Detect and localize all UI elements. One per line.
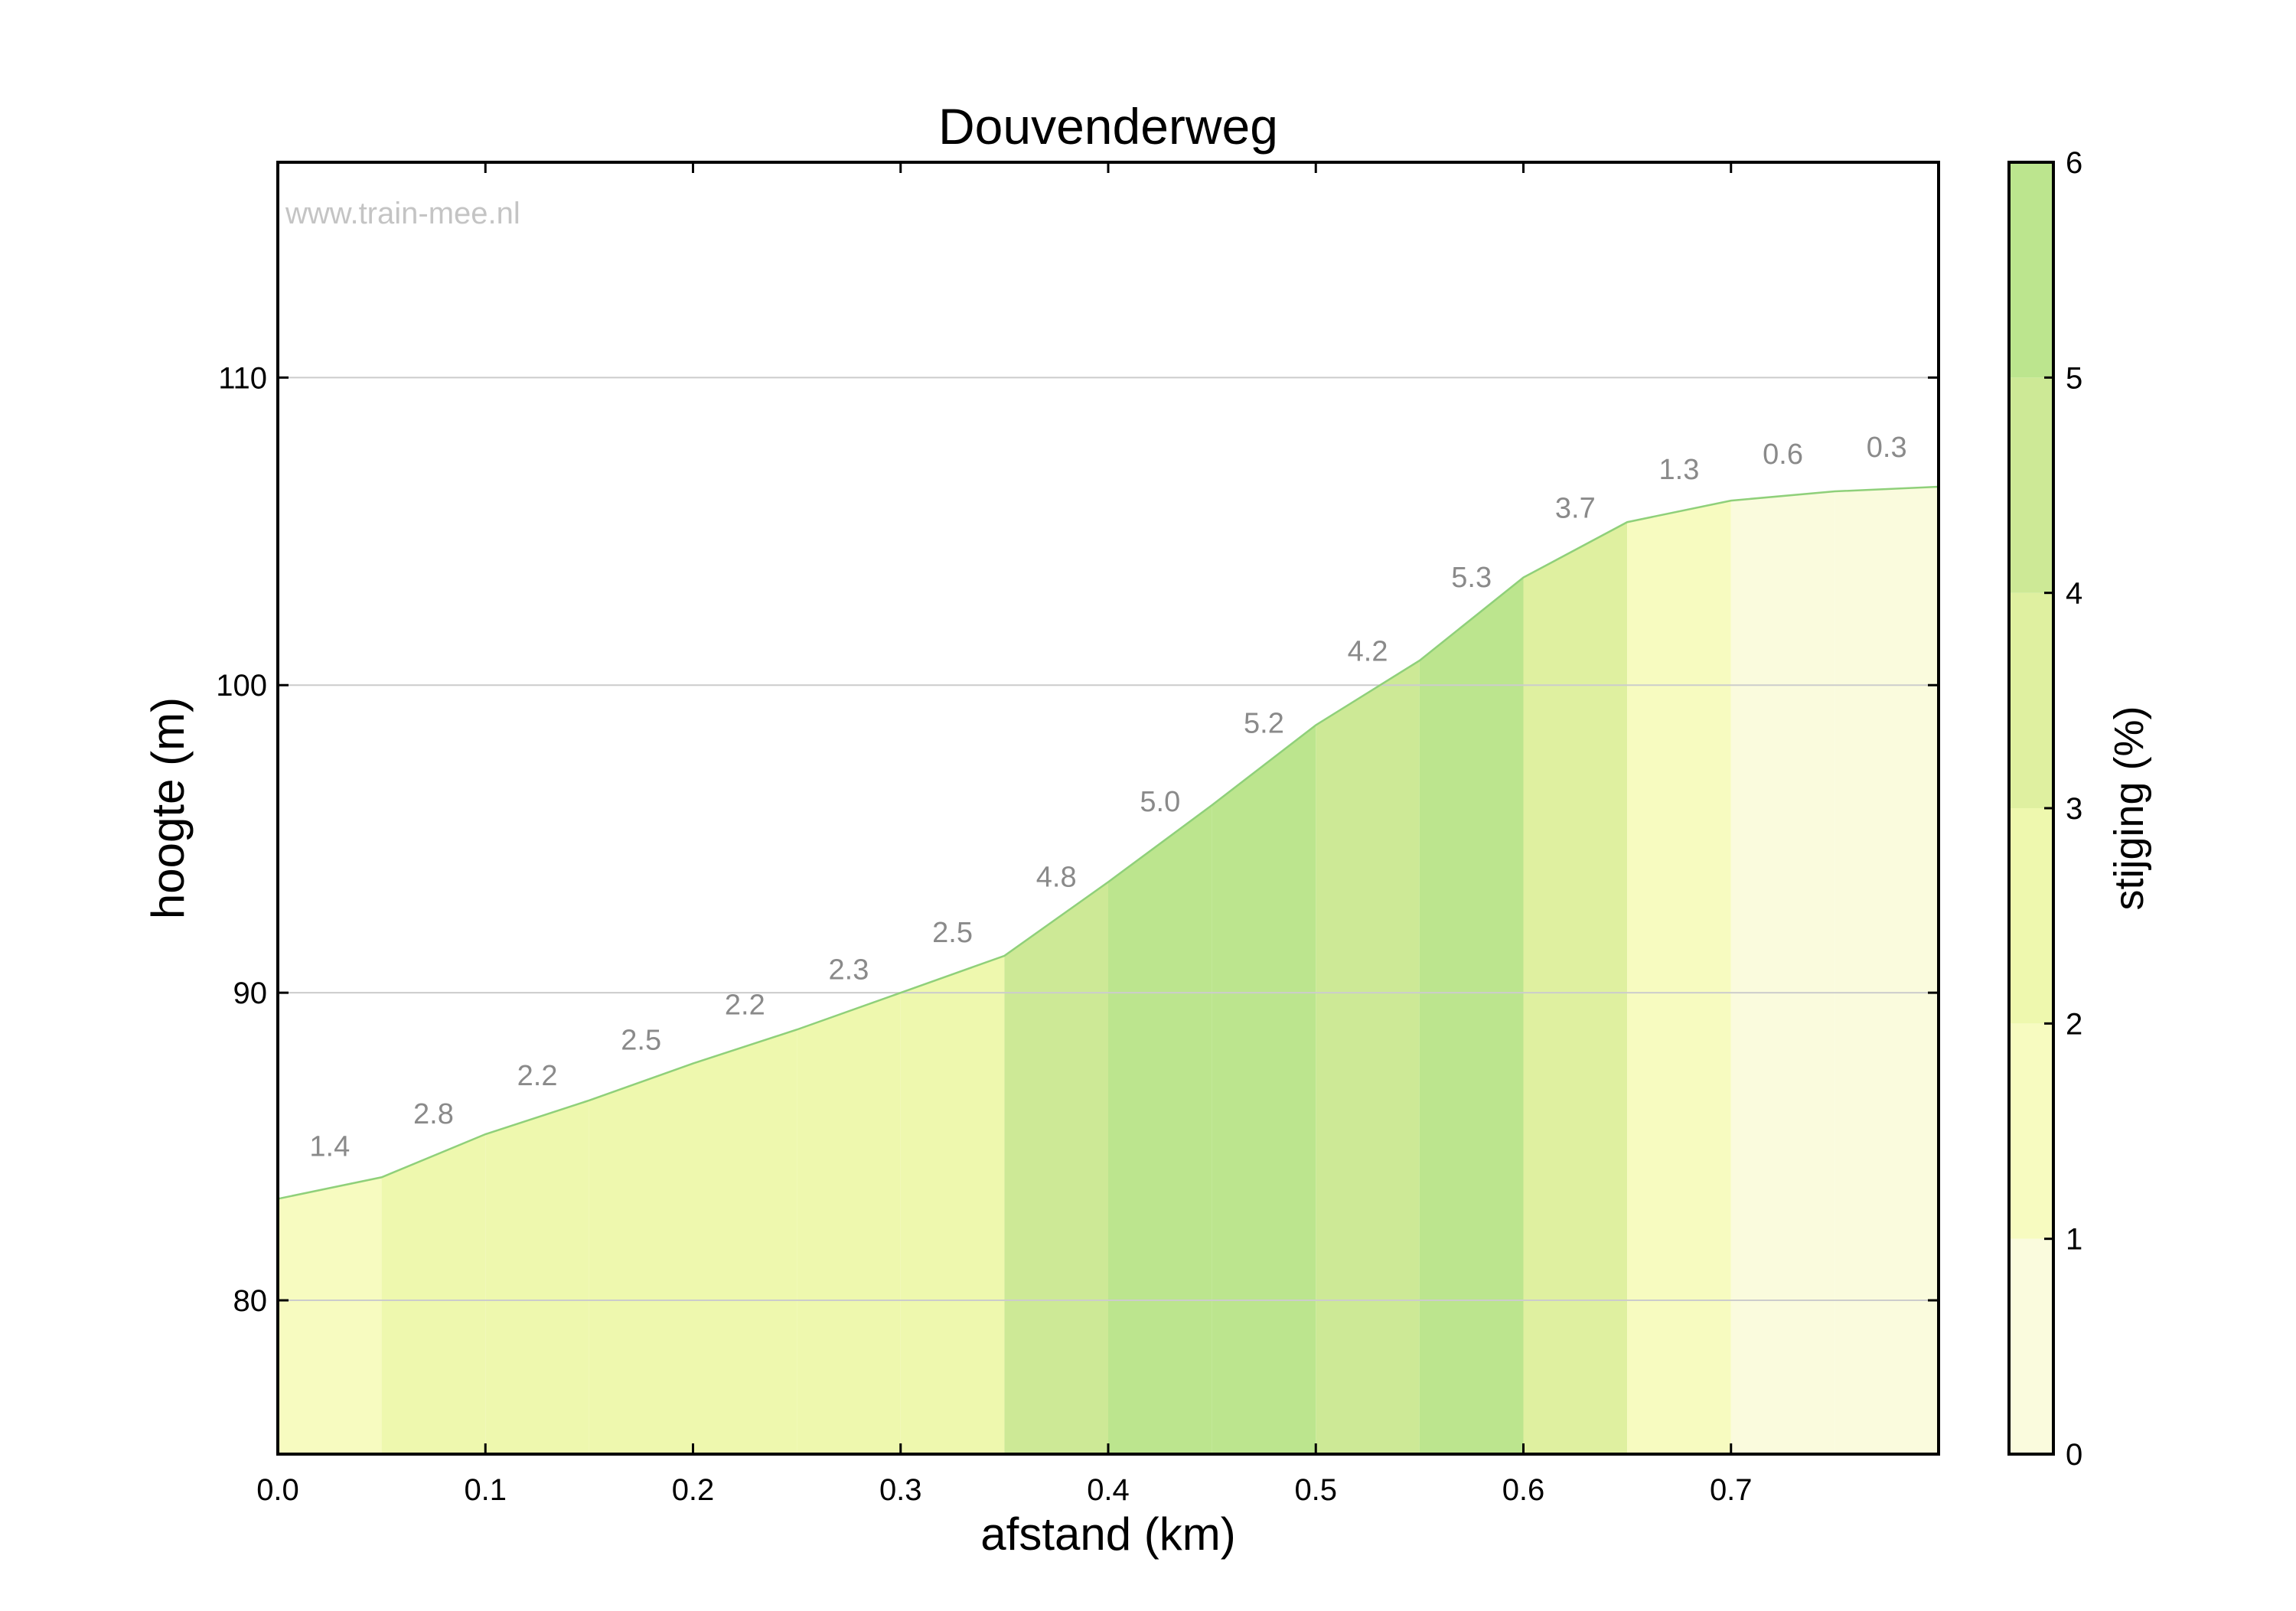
- segment-fill-11: [1419, 577, 1524, 1454]
- y-axis-label: hoogte (m): [142, 697, 194, 919]
- colorbar-tick-label: 2: [2066, 1007, 2082, 1041]
- segment-fill-12: [1523, 522, 1628, 1455]
- segment-fill-6: [900, 955, 1005, 1454]
- gradient-label: 2.3: [829, 954, 869, 986]
- elevation-line: [277, 485, 1939, 1200]
- segment-fill-2: [485, 1100, 589, 1454]
- segment-fill-1: [381, 1134, 486, 1454]
- gradient-label: 2.5: [932, 917, 973, 949]
- colorbar-band-0: [2009, 1238, 2053, 1454]
- colorbar-tick-label: 3: [2066, 792, 2082, 826]
- x-tick-label: 0.5: [1294, 1473, 1337, 1507]
- gradient-label: 2.2: [725, 989, 765, 1021]
- x-tick-label: 0.6: [1502, 1473, 1545, 1507]
- x-tick-label: 0.4: [1087, 1473, 1130, 1507]
- segment-fill-7: [1004, 882, 1108, 1454]
- x-tick-label: 0.1: [464, 1473, 507, 1507]
- y-tick-label: 110: [218, 361, 267, 395]
- gradient-label: 2.8: [413, 1098, 454, 1130]
- chart-title: Douvenderweg: [938, 98, 1278, 155]
- colorbar-tick-label: 6: [2066, 146, 2082, 180]
- gradient-label: 0.3: [1867, 432, 1907, 464]
- colorbar-tick-label: 0: [2066, 1438, 2082, 1472]
- watermark: www.train-mee.nl: [285, 197, 520, 230]
- x-tick-label: 0.0: [256, 1473, 299, 1507]
- gradient-label: 2.5: [621, 1025, 661, 1057]
- gradient-label: 5.2: [1244, 708, 1284, 740]
- colorbar-band-4: [2009, 377, 2053, 593]
- colorbar-tick-label: 4: [2066, 577, 2082, 611]
- colorbar-band-3: [2009, 592, 2053, 808]
- gradient-label: 1.3: [1659, 454, 1700, 486]
- gradient-label: 2.2: [517, 1060, 558, 1092]
- segment-fill-3: [589, 1063, 693, 1454]
- segment-fill-8: [1108, 804, 1212, 1454]
- gradient-label: 3.7: [1555, 492, 1596, 524]
- x-tick-label: 0.3: [879, 1473, 922, 1507]
- y-tick-label: 90: [233, 977, 268, 1010]
- y-tick-label: 100: [216, 669, 267, 703]
- segment-fill-4: [693, 1029, 797, 1454]
- segment-fill-5: [797, 993, 901, 1454]
- colorbar-band-1: [2009, 1023, 2053, 1239]
- gradient-label: 4.2: [1348, 635, 1388, 667]
- gradient-label: 5.0: [1140, 786, 1180, 818]
- colorbar-band-2: [2009, 808, 2053, 1024]
- x-axis-label: afstand (km): [980, 1508, 1235, 1560]
- gradient-label: 5.3: [1451, 562, 1492, 594]
- colorbar-tick-label: 5: [2066, 361, 2082, 395]
- segment-fill-0: [278, 1177, 382, 1454]
- segment-fill-14: [1730, 491, 1835, 1454]
- segment-fill-9: [1212, 725, 1316, 1454]
- y-tick-label: 80: [233, 1284, 268, 1318]
- colorbar-label: stijging (%): [2106, 706, 2152, 910]
- segment-fill-10: [1316, 660, 1420, 1454]
- segment-fill-15: [1835, 487, 1939, 1454]
- x-tick-label: 0.7: [1710, 1473, 1753, 1507]
- x-tick-label: 0.2: [672, 1473, 715, 1507]
- segment-fill-13: [1627, 501, 1731, 1454]
- gradient-label: 0.6: [1763, 439, 1803, 471]
- gradient-label: 1.4: [309, 1130, 350, 1163]
- colorbar-tick-label: 1: [2066, 1223, 2082, 1257]
- gradient-label: 4.8: [1036, 862, 1077, 894]
- colorbar-band-5: [2009, 162, 2053, 378]
